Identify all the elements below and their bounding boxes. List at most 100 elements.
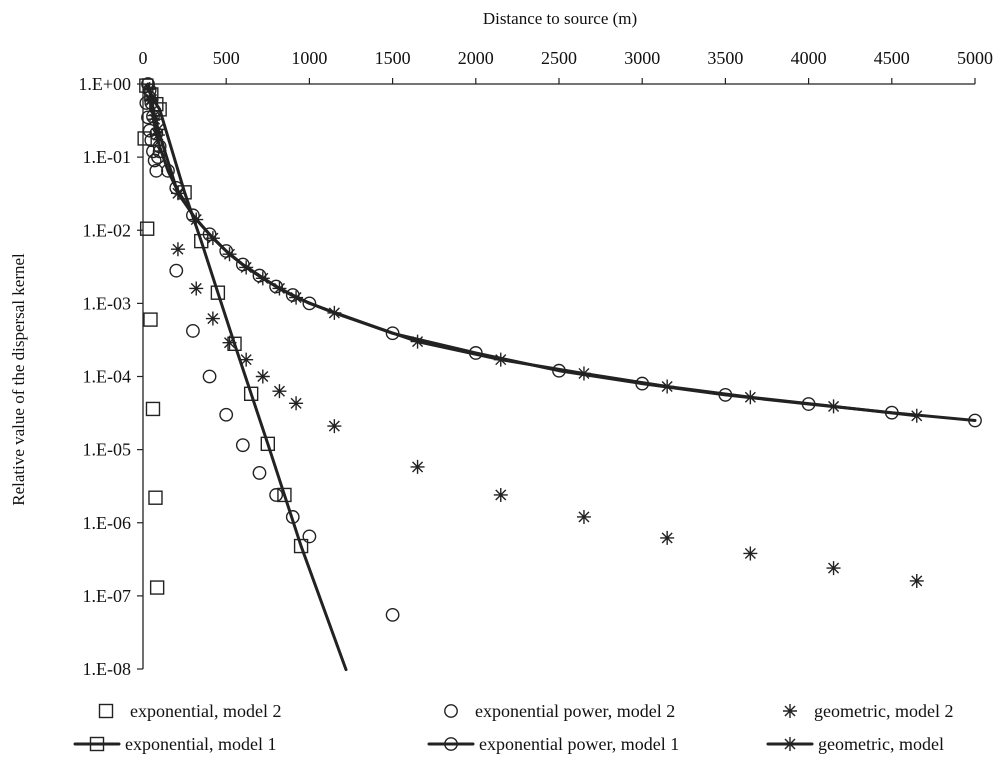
legend-label: exponential power, model 1 xyxy=(479,734,679,754)
x-tick-label: 4500 xyxy=(874,48,910,68)
geo-m1-point xyxy=(660,379,675,394)
exppow-m2-point xyxy=(285,510,300,524)
exppow-m1-point xyxy=(302,296,317,311)
geo-m2-point xyxy=(239,352,254,367)
geo-m1-point xyxy=(142,82,157,97)
exppow-m2-point xyxy=(151,150,165,165)
exp-m1-point xyxy=(260,436,275,452)
legend-item: exponential power, model 1 xyxy=(427,734,679,754)
exppow-m2-point xyxy=(252,466,267,480)
geo-m1-point xyxy=(327,305,342,320)
exp-m1-point xyxy=(277,487,292,503)
exppow-m2-point xyxy=(385,607,400,622)
geo-m2-point xyxy=(205,311,220,326)
y-tick-label: 1.E-02 xyxy=(83,220,132,240)
exppow-m2-point xyxy=(269,488,284,502)
x-tick-label: 2500 xyxy=(541,48,577,68)
geo-m2-point xyxy=(826,561,841,576)
legend-marker xyxy=(444,737,458,751)
geo-m1-point xyxy=(150,122,165,137)
exppow-m2-point xyxy=(202,369,217,384)
legend-label: exponential, model 2 xyxy=(130,701,281,721)
legend-marker xyxy=(783,737,797,751)
x-tick-label: 1000 xyxy=(291,48,327,68)
geo-m2-point xyxy=(410,459,425,474)
legend-item: geometric, model xyxy=(766,734,944,754)
exppow-m2-point xyxy=(235,438,250,453)
y-axis-title: Relative value of the dispersal kernel xyxy=(9,253,28,506)
y-tick-label: 1.E-07 xyxy=(83,586,132,606)
geo-m2-point xyxy=(327,419,342,434)
x-tick-label: 3500 xyxy=(707,48,743,68)
geo-m1-point xyxy=(144,92,159,107)
exp-m2-point xyxy=(145,401,161,417)
geo-m1-point xyxy=(255,271,270,286)
exppow-m1-point xyxy=(146,109,160,124)
exppow-m2-point xyxy=(219,407,234,422)
legend-label: geometric, model xyxy=(818,734,944,754)
geo-m2-point xyxy=(189,281,204,296)
y-tick-label: 1.E-04 xyxy=(83,367,132,387)
y-tick-label: 1.E-01 xyxy=(83,147,132,167)
geo-m1-point xyxy=(272,281,287,296)
exppow-m1-point xyxy=(468,346,483,360)
geo-m1-point xyxy=(493,352,508,367)
exppow-m2-point xyxy=(186,324,200,338)
x-tick-label: 500 xyxy=(213,48,240,68)
exppow-m1-point xyxy=(552,363,566,378)
exppow-m2-point xyxy=(302,529,317,544)
y-tick-label: 1.E-03 xyxy=(83,293,132,313)
exp-m2-point xyxy=(148,490,163,505)
y-ticks: 1.E+00 1.E-01 1.E-02 1.E-03 1.E-04 1.E-05 1.E-… xyxy=(78,74,143,679)
geo-m1-point xyxy=(222,247,237,262)
exppow-m1-point xyxy=(161,163,175,178)
exp-m1-point xyxy=(210,285,226,300)
x-tick-label: 3000 xyxy=(624,48,660,68)
x-tick-label: 5000 xyxy=(957,48,993,68)
legend-label: exponential power, model 2 xyxy=(475,701,675,721)
exp-m2-point xyxy=(143,312,158,327)
x-ticks: 0 500 1000 1500 2000 2500 3000 3500 4000 4500 5000 xyxy=(139,48,993,84)
geo-m2-point xyxy=(289,396,304,411)
exppow-m1-point xyxy=(884,405,899,420)
exppow-m1-point xyxy=(801,397,816,411)
y-tick-label: 1.E-08 xyxy=(83,659,132,679)
exppow-m1-point xyxy=(718,388,733,402)
exp-m2-point xyxy=(137,131,152,146)
geo-m2-point xyxy=(255,369,270,384)
legend-item: exponential, model 1 xyxy=(73,734,276,754)
y-tick-label: 1.E-05 xyxy=(83,440,132,460)
x-tick-label: 2000 xyxy=(458,48,494,68)
geo-m1-point xyxy=(743,390,758,405)
legend-marker xyxy=(783,704,797,718)
exppow-m2-point xyxy=(169,263,184,278)
x-axis-title: Distance to source (m) xyxy=(483,9,637,28)
legend-label: geometric, model 2 xyxy=(814,701,953,721)
geo-m2-point xyxy=(576,509,591,524)
geo-m2-point xyxy=(493,487,508,502)
exppow-m1-point xyxy=(152,139,167,154)
x-tick-label: 0 xyxy=(139,48,148,68)
geo-m1-point xyxy=(147,108,162,123)
geo-m1-point xyxy=(576,366,591,381)
geo-m1-point xyxy=(410,334,425,349)
legend-marker xyxy=(89,736,105,752)
exppow-m2-point xyxy=(149,163,164,178)
legend-marker xyxy=(98,703,114,719)
geo-m2-point xyxy=(272,384,287,399)
exppow-m2-point xyxy=(152,144,167,159)
geo-m1-point xyxy=(909,408,924,423)
exp-m1-line xyxy=(144,84,348,672)
exp-m1-point xyxy=(194,233,209,249)
exppow-m1-point xyxy=(968,413,982,428)
legend-marker xyxy=(444,704,458,718)
geo-m1-point xyxy=(189,212,204,227)
exp-m1-point xyxy=(227,336,242,352)
geo-m1-point xyxy=(170,186,185,201)
x-tick-label: 1500 xyxy=(375,48,411,68)
geo-m1-point xyxy=(289,290,304,305)
exppow-m1-point xyxy=(635,376,650,391)
geo-m2-point xyxy=(743,546,758,561)
exp-m2-point xyxy=(139,221,155,236)
